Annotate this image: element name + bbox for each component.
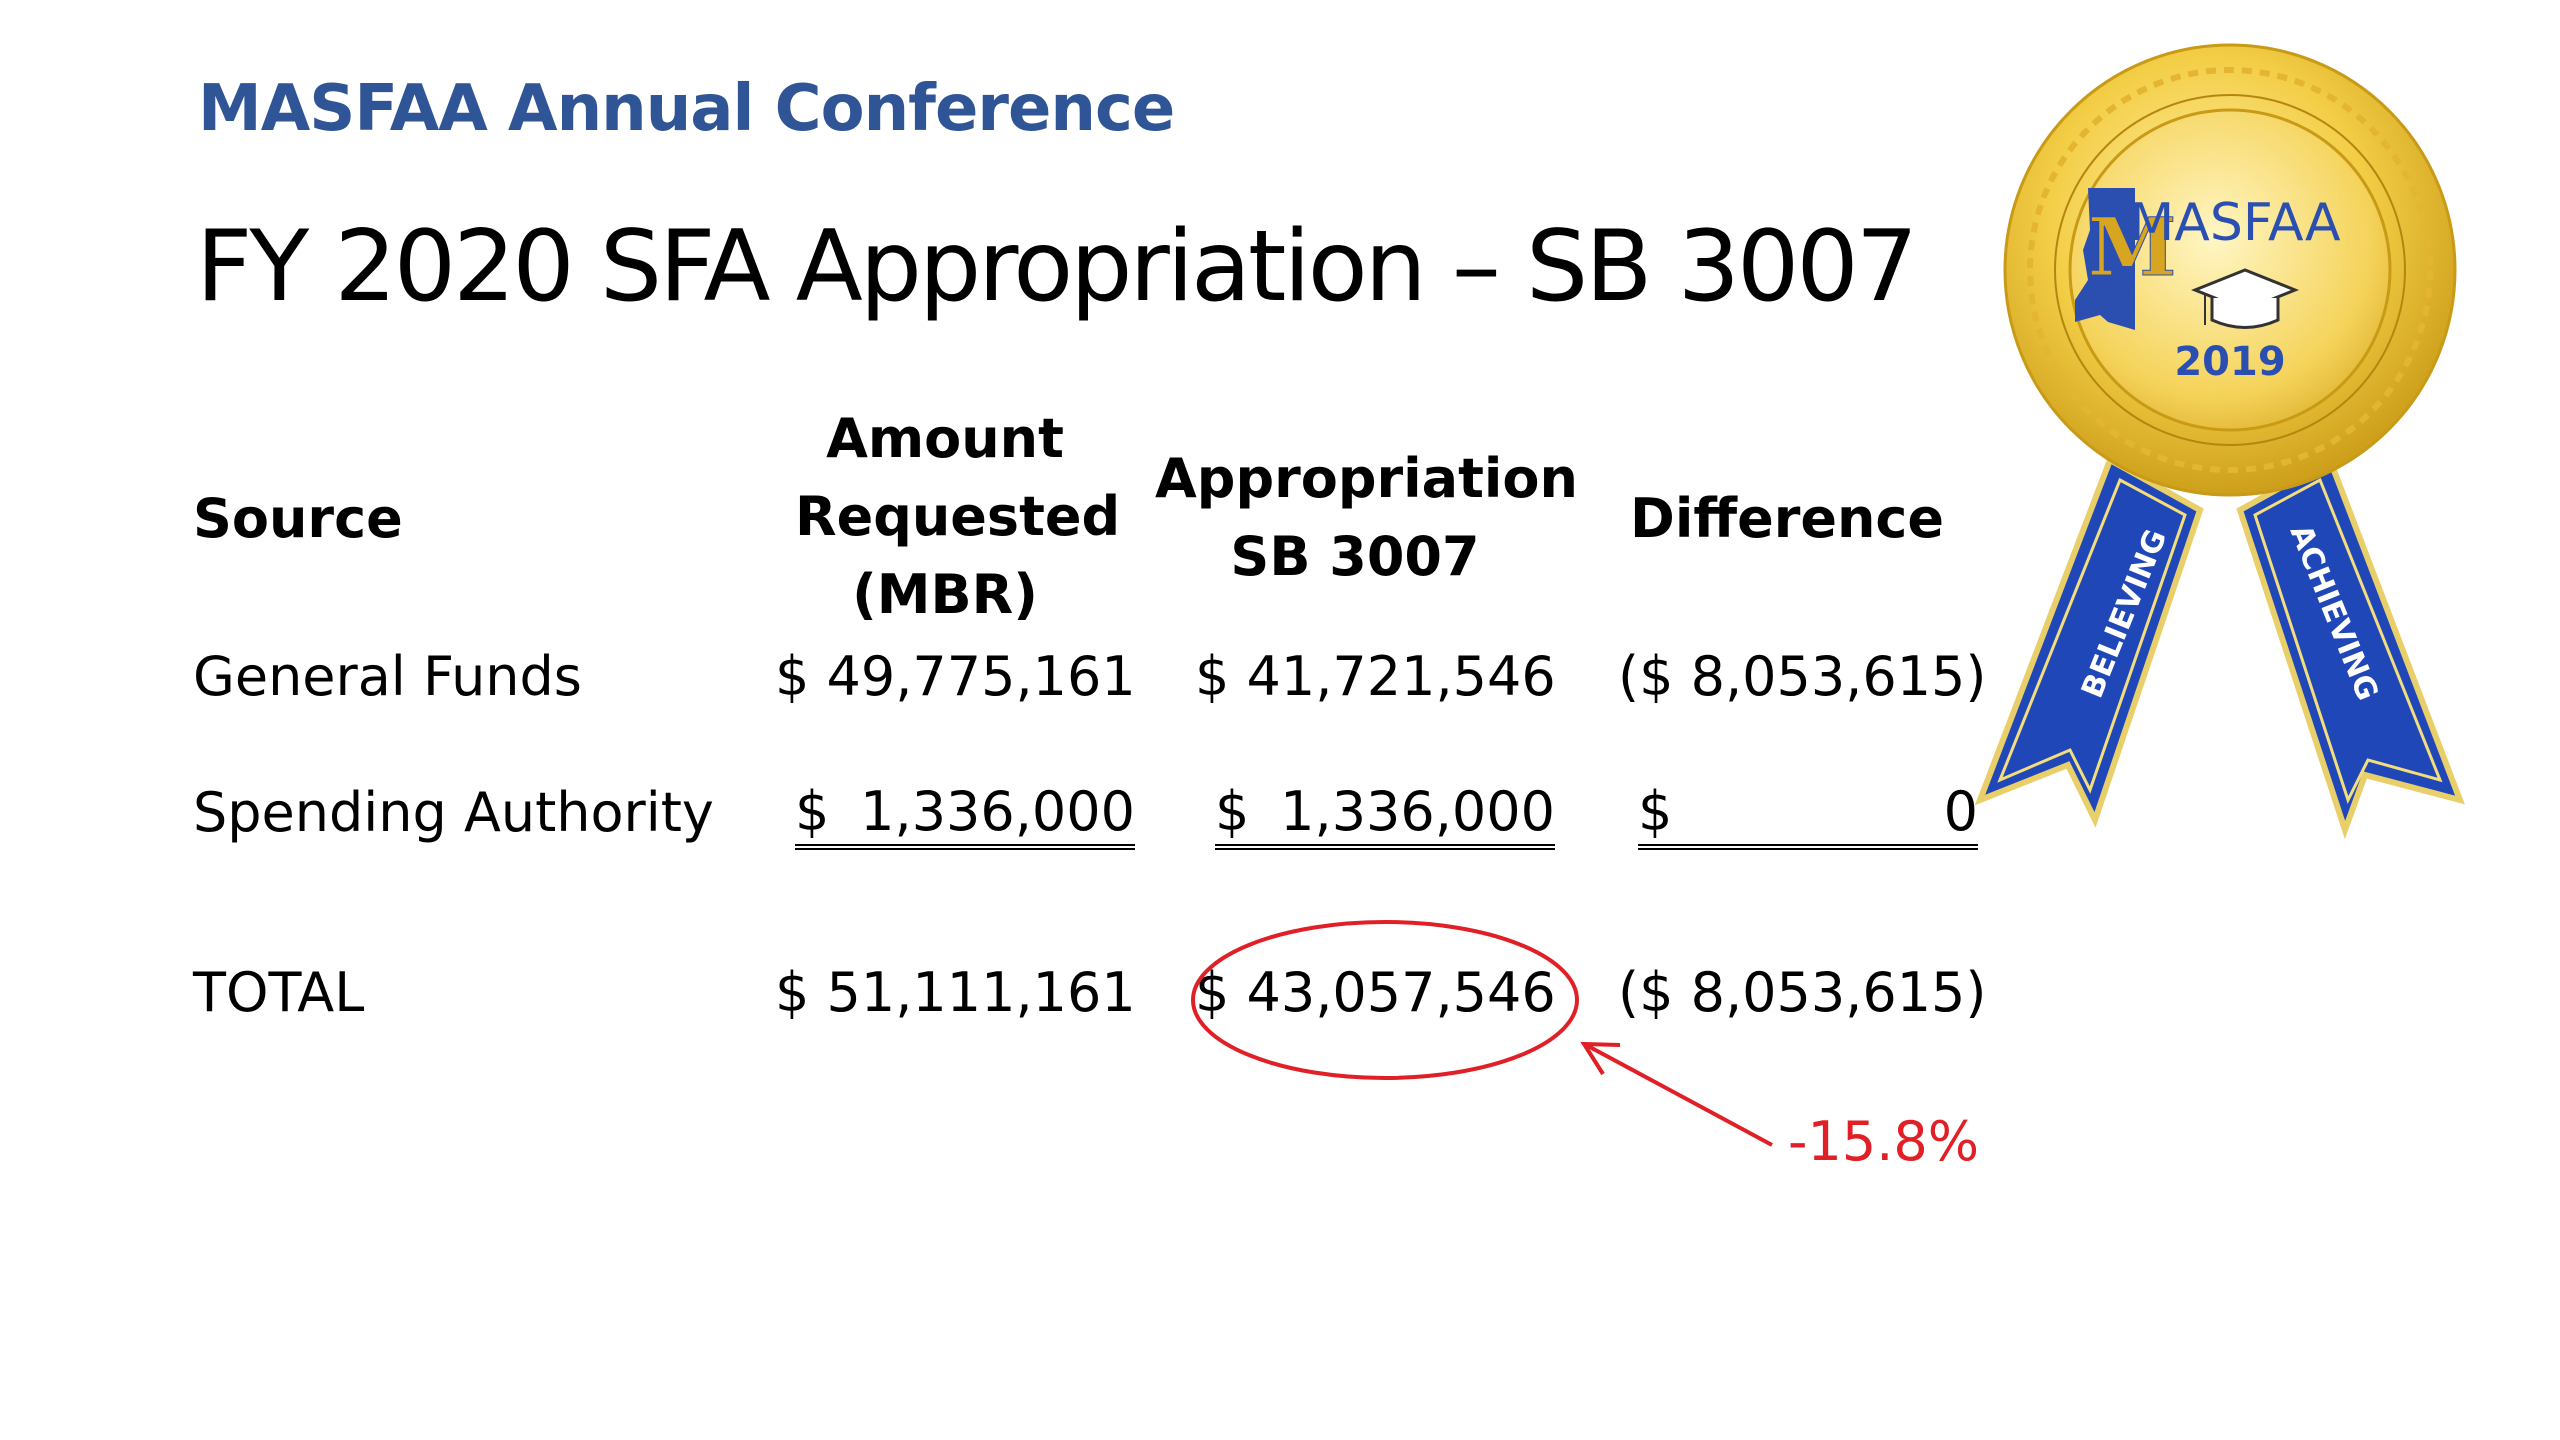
row-spending-authority-requested-value: 1,336,000 xyxy=(860,780,1135,843)
masfaa-2019-badge: BELIEVING ACHIEVING M MASFAA 2019 xyxy=(1974,43,2465,840)
row-total-requested: $ 51,111,161 xyxy=(775,961,1136,1024)
graduation-cap-icon xyxy=(2190,268,2300,329)
ribbon-left xyxy=(1974,455,2204,828)
row-spending-authority-difference: $ 0 xyxy=(1638,780,1978,850)
conference-title: MASFAA Annual Conference xyxy=(198,72,1175,146)
header-requested-line-1: Amount xyxy=(826,407,1064,470)
header-requested-line-3: (MBR) xyxy=(852,563,1038,626)
row-total-source: TOTAL xyxy=(193,961,365,1024)
header-source: Source xyxy=(193,480,403,558)
badge-brand-initial: M xyxy=(2088,200,2177,294)
badge-year: 2019 xyxy=(2174,339,2285,385)
mississippi-state-icon xyxy=(2075,188,2135,330)
row-general-funds-difference: ($ 8,053,615) xyxy=(1618,645,1987,708)
row-spending-authority-source: Spending Authority xyxy=(193,781,714,844)
row-spending-authority-requested: $ 1,336,000 xyxy=(795,780,1135,850)
row-general-funds-source: General Funds xyxy=(193,645,582,708)
ribbon-right xyxy=(2236,455,2465,840)
highlight-arrow-line xyxy=(1587,1044,1773,1147)
page-title: FY 2020 SFA Appropriation – SB 3007 xyxy=(196,210,1918,324)
percent-change-label: -15.8% xyxy=(1788,1110,1980,1173)
row-total-appropriation: $ 43,057,546 xyxy=(1195,961,1556,1024)
header-source-label: Source xyxy=(193,487,403,550)
header-difference-label: Difference xyxy=(1630,487,1945,550)
row-general-funds-requested: $ 49,775,161 xyxy=(775,645,1136,708)
row-spending-authority-requested-sign: $ xyxy=(795,780,830,843)
header-appropriation-line-1: Appropriation xyxy=(1155,447,1578,510)
highlight-arrowhead xyxy=(1580,1041,1621,1076)
header-appropriation: Appropriation SB 3007 xyxy=(1155,440,1578,596)
header-requested: Amount Requested (MBR) xyxy=(795,400,1121,634)
row-spending-authority-difference-value: 0 xyxy=(1943,780,1978,843)
header-appropriation-line-2: SB 3007 xyxy=(1230,525,1480,588)
row-total-difference: ($ 8,053,615) xyxy=(1618,961,1987,1024)
badge-brand: MASFAA xyxy=(2129,193,2341,253)
row-spending-authority-difference-sign: $ xyxy=(1638,780,1673,843)
header-difference: Difference xyxy=(1630,480,1944,558)
row-spending-authority-appropriation-value: 1,336,000 xyxy=(1280,780,1555,843)
seal xyxy=(2003,43,2457,497)
row-spending-authority-appropriation-sign: $ xyxy=(1215,780,1250,843)
header-requested-line-2: Requested xyxy=(795,485,1121,548)
row-spending-authority-appropriation: $ 1,336,000 xyxy=(1215,780,1555,850)
row-general-funds-appropriation: $ 41,721,546 xyxy=(1195,645,1556,708)
